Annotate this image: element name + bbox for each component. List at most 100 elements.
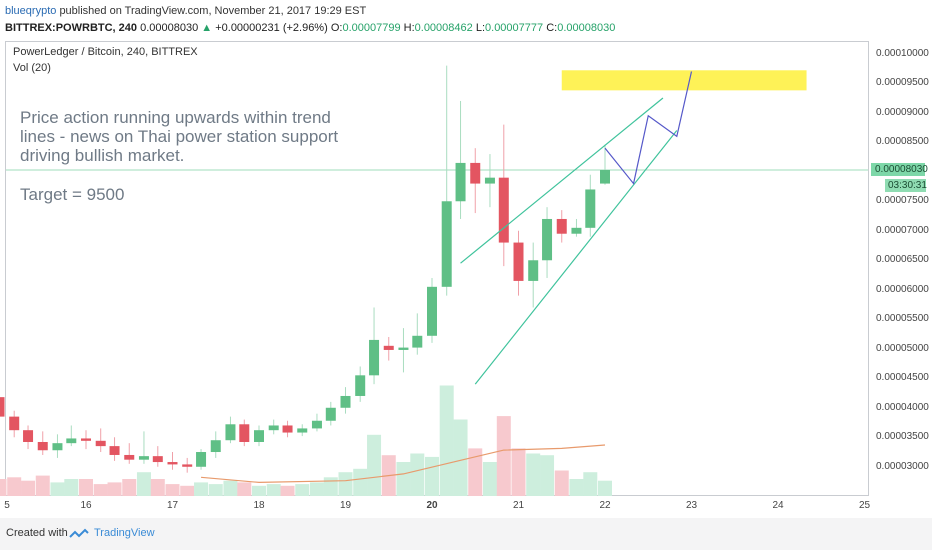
open-label: O: bbox=[330, 22, 343, 34]
publication-header: blueqrypto published on TradingView.com,… bbox=[0, 0, 932, 40]
volume-bar bbox=[323, 477, 338, 496]
volume-bar bbox=[583, 472, 598, 496]
candle-body bbox=[254, 430, 264, 442]
candle-body bbox=[282, 425, 293, 433]
candle-body bbox=[441, 201, 452, 287]
candle-body bbox=[340, 395, 351, 408]
publication-line: blueqrypto published on TradingView.com,… bbox=[5, 5, 366, 17]
volume-bar bbox=[569, 479, 584, 496]
candle-body bbox=[210, 440, 221, 453]
volume-ma-line bbox=[200, 444, 606, 484]
x-tick-label: 18 bbox=[253, 500, 265, 511]
close-value: 0.00008030 bbox=[557, 22, 616, 34]
published-text: published on TradingView.com, November 2… bbox=[59, 5, 367, 17]
candle-body bbox=[498, 177, 509, 243]
trend-line bbox=[474, 130, 678, 385]
footer-bar: Created with TradingView bbox=[0, 518, 932, 550]
candle-body bbox=[52, 443, 63, 451]
candle-body bbox=[325, 407, 336, 421]
volume-bar bbox=[266, 484, 281, 496]
candle-body bbox=[470, 162, 481, 184]
candle-body bbox=[182, 464, 193, 467]
candle-body bbox=[138, 456, 149, 460]
volume-bar bbox=[150, 479, 165, 496]
y-tick-label: 0.00008500 bbox=[876, 136, 929, 148]
candle-body bbox=[383, 345, 394, 350]
candle-body bbox=[528, 260, 539, 281]
high-label: H: bbox=[403, 22, 415, 34]
low-label: L: bbox=[475, 22, 486, 34]
volume-bar bbox=[7, 477, 22, 496]
y-tick-label: 0.00005000 bbox=[876, 342, 929, 354]
author-link[interactable]: blueqrypto bbox=[5, 5, 57, 17]
y-tick-label: 0.00004500 bbox=[876, 372, 929, 384]
symbol: BITTREX:POWRBTC, 240 bbox=[5, 22, 138, 34]
volume-bar bbox=[252, 485, 266, 496]
y-tick-label: 0.00007000 bbox=[876, 224, 929, 236]
volume-bar bbox=[194, 482, 209, 496]
candle-body bbox=[455, 162, 466, 202]
candle-body bbox=[152, 456, 163, 463]
volume-bar bbox=[540, 455, 555, 496]
candle-body bbox=[556, 218, 567, 234]
volume-bar bbox=[237, 482, 252, 496]
open-value: 0.00007799 bbox=[342, 22, 401, 34]
projection-path bbox=[604, 71, 693, 185]
candle-body bbox=[412, 335, 423, 348]
y-tick-label: 0.00006000 bbox=[876, 283, 929, 295]
volume-bar bbox=[295, 484, 310, 496]
volume-bar bbox=[367, 434, 382, 496]
quote-line: BITTREX:POWRBTC, 240 0.00008030 ▲ +0.000… bbox=[5, 22, 615, 34]
candle-body bbox=[81, 438, 91, 441]
volume-bar bbox=[208, 484, 223, 496]
candle-body bbox=[311, 420, 322, 429]
candle-body bbox=[167, 462, 178, 465]
chart-title: PowerLedger / Bitcoin, 240, BITTREX bbox=[13, 46, 198, 58]
volume-bar bbox=[309, 482, 324, 496]
trend-line bbox=[460, 97, 664, 264]
volume-bar bbox=[496, 416, 511, 496]
candle-body bbox=[0, 397, 5, 417]
candle-body bbox=[571, 227, 582, 234]
candle-body bbox=[66, 438, 77, 444]
target-zone bbox=[561, 70, 807, 91]
volume-bar bbox=[50, 482, 65, 496]
volume-bar bbox=[122, 479, 137, 496]
candle-body bbox=[9, 416, 20, 431]
x-tick-label: 21 bbox=[512, 500, 525, 511]
volume-bar bbox=[396, 462, 411, 496]
y-tick-label: 0.00007500 bbox=[876, 195, 929, 207]
y-tick-label: 0.00004000 bbox=[876, 401, 929, 413]
volume-bar bbox=[180, 485, 195, 496]
tradingview-logo-icon bbox=[69, 528, 89, 538]
candle-body bbox=[355, 375, 366, 396]
y-tick-label: 0.00009500 bbox=[876, 77, 929, 89]
y-tick-label: 0.00009000 bbox=[876, 106, 929, 118]
x-tick-label: 19 bbox=[339, 500, 352, 511]
volume-bar bbox=[453, 419, 468, 496]
candle-body bbox=[109, 446, 120, 455]
candle-body bbox=[196, 452, 207, 467]
volume-bar bbox=[425, 456, 439, 496]
volume-bar bbox=[468, 448, 483, 496]
volume-bar bbox=[410, 453, 425, 496]
target-text: Target = 9500 bbox=[20, 185, 125, 204]
volume-bar bbox=[64, 479, 79, 496]
x-tick-label: 25 bbox=[858, 500, 871, 511]
volume-bar bbox=[511, 448, 526, 496]
bar-countdown: 03:30:31 bbox=[885, 179, 927, 192]
y-tick-label: 0.00006500 bbox=[876, 254, 929, 266]
volume-bar bbox=[21, 480, 36, 496]
x-tick-label: 24 bbox=[772, 500, 784, 511]
candle-body bbox=[398, 347, 409, 350]
current-price-tag: 0.00008030 bbox=[871, 163, 928, 176]
volume-bar bbox=[439, 385, 454, 496]
volume-bar bbox=[136, 472, 151, 496]
volume-bar bbox=[353, 468, 368, 496]
candle-body bbox=[225, 424, 236, 441]
candle-body bbox=[37, 441, 48, 451]
last-price: 0.00008030 bbox=[140, 22, 199, 34]
candle-body bbox=[513, 242, 524, 281]
tradingview-link[interactable]: TradingView bbox=[94, 527, 155, 539]
